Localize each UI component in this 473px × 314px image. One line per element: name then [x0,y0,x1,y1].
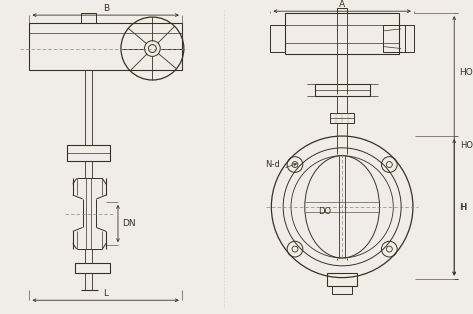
Text: N-d: N-d [265,160,280,169]
Text: H: H [459,203,466,212]
Bar [337,8,347,13]
Text: B: B [103,4,109,13]
Bar [327,273,357,286]
Text: HO: HO [460,141,473,150]
Text: A: A [339,0,345,9]
Bar [271,25,285,52]
Bar [80,13,96,23]
Bar [384,25,405,52]
Text: DO: DO [318,207,331,216]
Bar [75,263,110,273]
Text: DN: DN [122,219,136,228]
Text: L: L [103,289,108,298]
Text: HO: HO [459,68,473,77]
Bar [29,23,182,70]
Bar [67,145,110,161]
Bar [330,113,354,123]
Bar [285,13,399,54]
Bar [315,84,370,96]
Text: H: H [460,203,466,212]
Bar [399,25,414,52]
Bar [333,286,352,294]
